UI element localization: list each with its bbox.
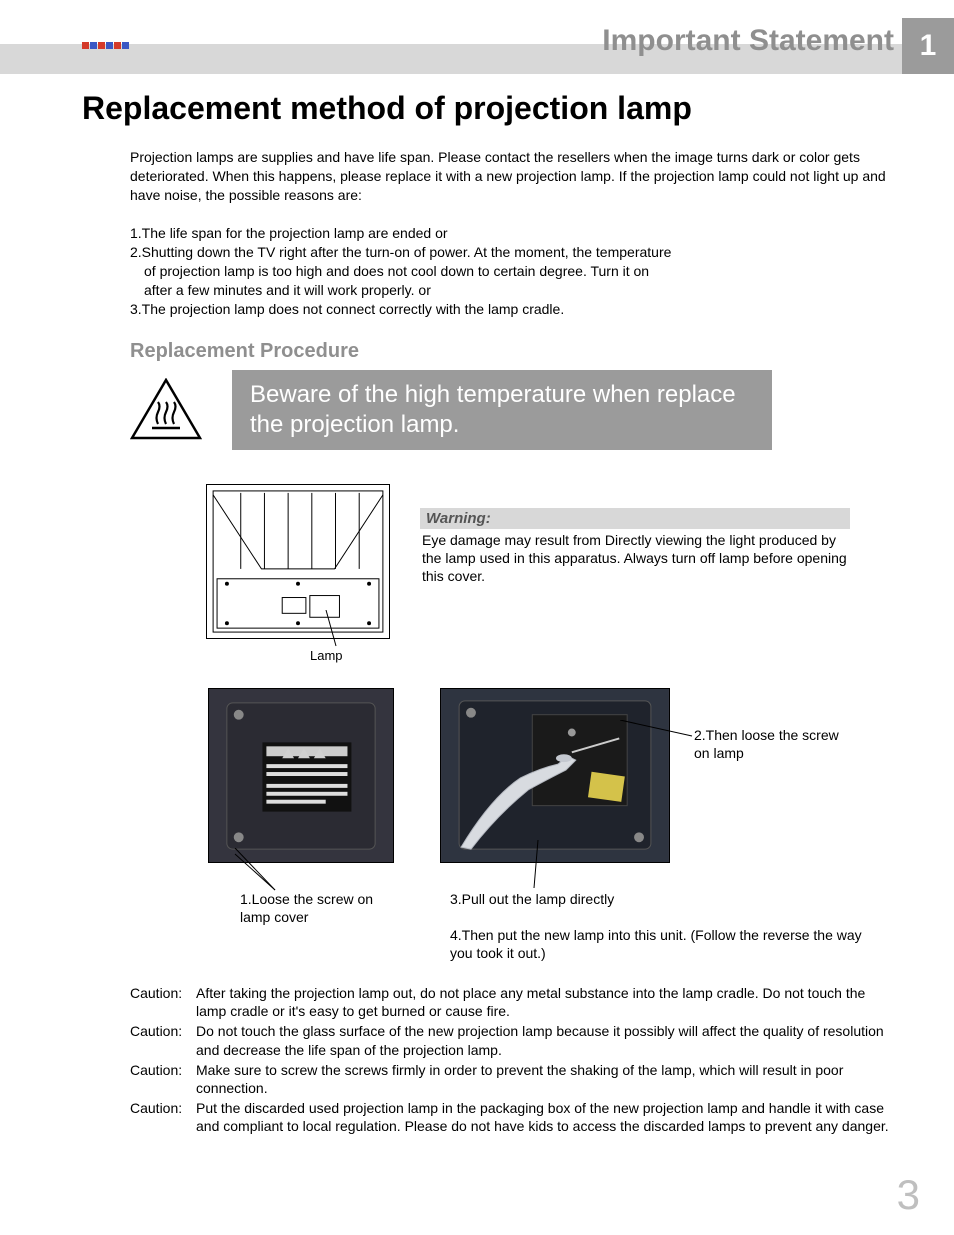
caution-label: Caution: (130, 1099, 196, 1135)
photo-lamp-cover (208, 688, 394, 863)
caution-row: Caution: Do not touch the glass surface … (130, 1022, 890, 1058)
lamp-pointer (310, 610, 350, 650)
intro-paragraph: Projection lamps are supplies and have l… (130, 148, 900, 205)
tv-rear-diagram (206, 484, 390, 639)
caution-text: Put the discarded used projection lamp i… (196, 1099, 890, 1135)
caution-label: Caution: (130, 1022, 196, 1058)
reason-1: 1.The life span for the projection lamp … (130, 224, 850, 243)
warning-body: Eye damage may result from Directly view… (420, 529, 850, 586)
beware-callout: Beware of the high temperature when repl… (232, 370, 772, 450)
page-number: 3 (897, 1171, 920, 1219)
section-title: Important Statement (602, 24, 894, 58)
reason-2c: after a few minutes and it will work pro… (130, 281, 850, 300)
caution-text: Do not touch the glass surface of the ne… (196, 1022, 890, 1058)
caution-row: Caution: After taking the projection lam… (130, 984, 890, 1020)
caution-row: Caution: Make sure to screw the screws f… (130, 1061, 890, 1097)
page-title: Replacement method of projection lamp (82, 90, 692, 127)
caution-text: After taking the projection lamp out, do… (196, 984, 890, 1020)
lamp-label: Lamp (310, 648, 343, 663)
warning-block: Warning: Eye damage may result from Dire… (420, 508, 850, 586)
pointer-photo2 (620, 720, 696, 750)
caution-label: Caution: (130, 984, 196, 1020)
caution-label: Caution: (130, 1061, 196, 1097)
hot-surface-icon (130, 378, 202, 442)
chapter-tab: 1 (902, 18, 954, 74)
caption-1: 1.Loose the screw on lamp cover (240, 890, 400, 926)
reason-3: 3.The projection lamp does not connect c… (130, 300, 850, 319)
pointer-photo3 (530, 840, 570, 890)
caption-3: 3.Pull out the lamp directly (450, 890, 830, 908)
caution-text: Make sure to screw the screws firmly in … (196, 1061, 890, 1097)
caption-4: 4.Then put the new lamp into this unit. … (450, 926, 870, 962)
caution-row: Caution: Put the discarded used projecti… (130, 1099, 890, 1135)
reasons-list: 1.The life span for the projection lamp … (130, 224, 850, 318)
reason-2b: of projection lamp is too high and does … (130, 262, 850, 281)
reason-2a: 2.Shutting down the TV right after the t… (130, 243, 850, 262)
caption-2: 2.Then loose the screw on lamp (694, 726, 854, 762)
cautions-block: Caution: After taking the projection lam… (130, 984, 890, 1138)
warning-heading: Warning: (420, 508, 850, 529)
photo-lamp-unit (440, 688, 670, 863)
header-logo (82, 36, 142, 50)
beware-row: Beware of the high temperature when repl… (130, 370, 772, 450)
procedure-heading: Replacement Procedure (130, 340, 359, 363)
